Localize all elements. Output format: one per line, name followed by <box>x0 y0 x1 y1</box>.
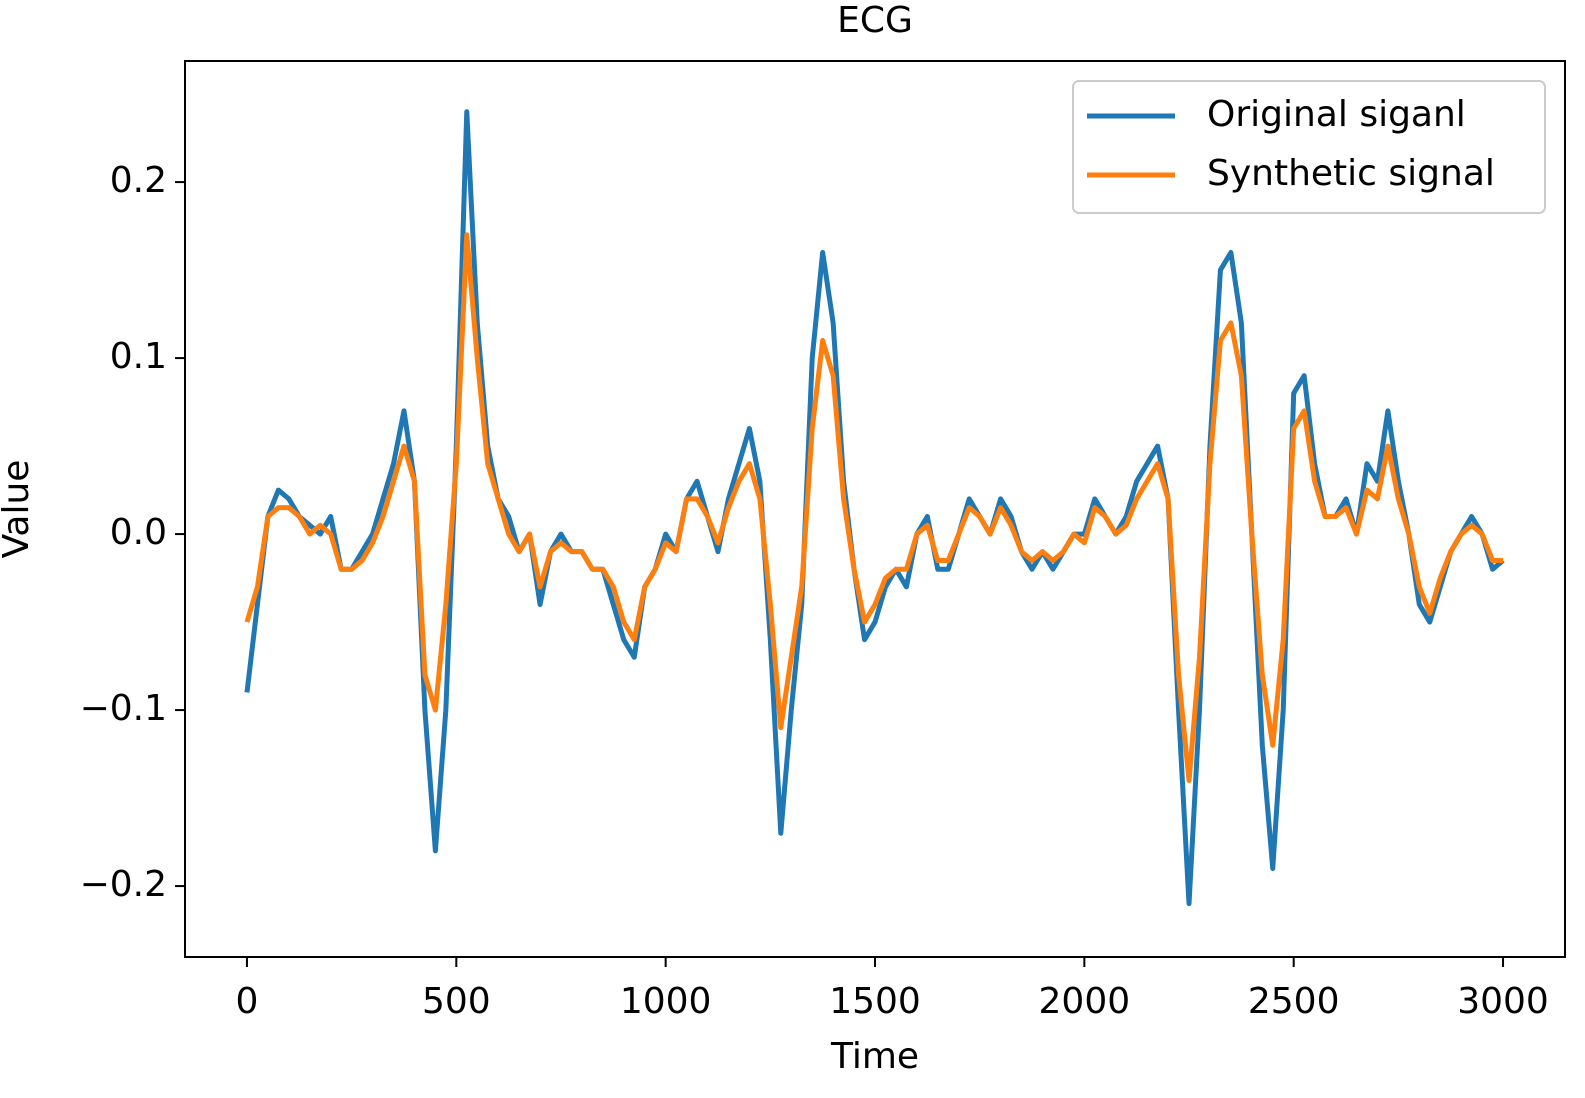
y-tick-label: 0.1 <box>110 336 167 377</box>
x-tick-label: 0 <box>236 981 259 1022</box>
x-axis-label: Time <box>830 1036 919 1077</box>
y-tick-label: −0.1 <box>80 688 167 729</box>
y-tick-label: 0.0 <box>110 512 167 553</box>
legend-label: Synthetic signal <box>1207 153 1495 194</box>
y-tick-label: −0.2 <box>80 864 167 905</box>
y-tick-label: 0.2 <box>110 160 167 201</box>
legend-label: Original siganl <box>1207 94 1466 135</box>
legend-box <box>1072 80 1546 214</box>
chart-title: ECG <box>837 0 913 41</box>
y-axis-label: Value <box>0 460 37 559</box>
x-tick-label: 500 <box>422 981 491 1022</box>
x-tick-label: 1000 <box>620 981 712 1022</box>
x-tick-label: 1500 <box>829 981 921 1022</box>
plot-frame <box>184 60 1566 958</box>
data-line <box>244 109 1505 907</box>
x-tick-label: 3000 <box>1457 981 1549 1022</box>
x-tick-label: 2000 <box>1039 981 1131 1022</box>
x-tick-label: 2500 <box>1248 981 1340 1022</box>
data-line <box>244 232 1504 783</box>
